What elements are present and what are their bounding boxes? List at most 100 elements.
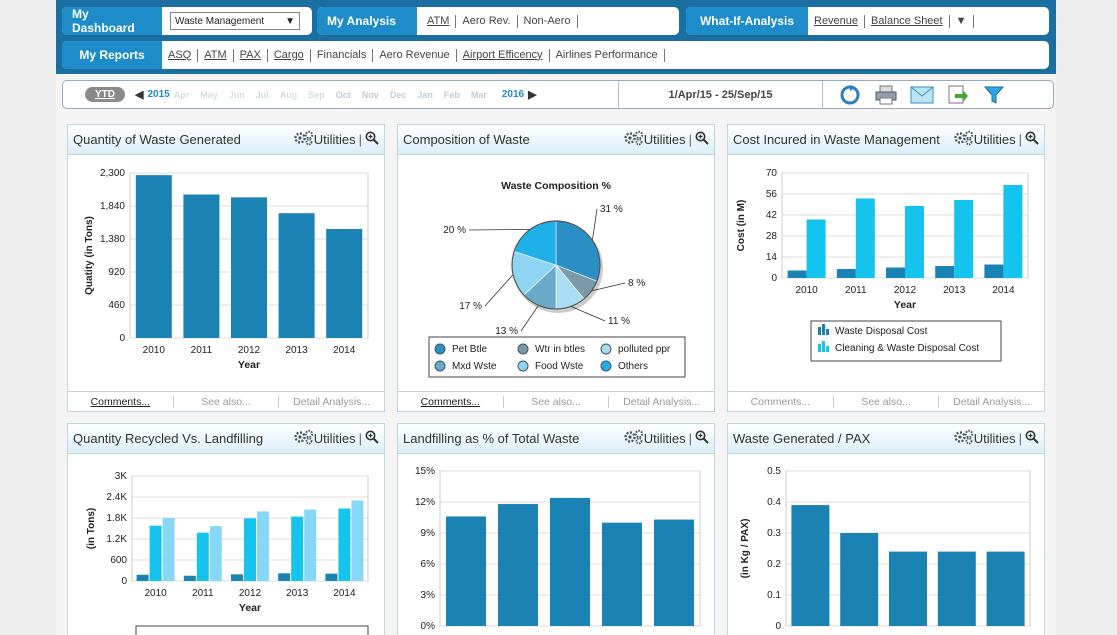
report-link-asq[interactable]: ASQ [162,48,199,62]
report-link-cargo[interactable]: Cargo [268,48,311,62]
analysis-link-aero-rev[interactable]: Aero Rev. [456,14,518,28]
gear-icon[interactable] [624,130,644,149]
zoom-icon[interactable] [1025,430,1039,447]
zoom-icon[interactable] [695,430,709,447]
report-link-aero-revenue[interactable]: Aero Revenue [373,48,457,62]
dashboard-app: My Dashboard Waste Management ▼ My Analy… [56,0,1056,635]
prev-arrow-icon[interactable]: ◀ [135,89,144,101]
comments-link[interactable]: Comments... [68,395,174,408]
zoom-icon[interactable] [365,131,379,148]
x-tick-label: 2013 [943,285,966,296]
pie-leader-line [468,229,531,231]
report-link-atm[interactable]: ATM [198,48,234,62]
bar [889,551,927,626]
legend: Pet Btle Wtr in btles polluted ppr Mxd Wste… [428,336,686,378]
see-also-link[interactable]: See also... [834,395,940,408]
dashboard-select[interactable]: Waste Management ▼ [170,12,300,30]
zoom-icon[interactable] [365,430,379,447]
month-label[interactable]: Jun [228,89,245,100]
utilities-label[interactable]: Utilities [313,431,356,446]
my-reports-label[interactable]: My Reports [62,41,162,69]
report-link-airlines-performance[interactable]: Airlines Performance [550,48,665,62]
utilities-label[interactable]: Utilities [643,132,686,147]
bar [935,266,955,278]
bar [886,267,905,278]
see-also-link[interactable]: See also... [504,395,610,408]
x-tick-label: 2011 [845,285,867,296]
see-also-link[interactable]: See also... [174,395,280,408]
filter-icon[interactable] [982,84,1006,106]
analysis-link-non-aero[interactable]: Non-Aero [518,14,578,28]
month-label[interactable]: Feb [443,89,460,100]
gear-icon[interactable] [294,429,314,448]
utilities-menu[interactable]: Utilities | [954,429,1039,448]
chevron-down-icon: ▼ [285,15,295,27]
utilities-menu[interactable]: Utilities | [954,130,1039,149]
pie-leader-line [591,208,598,241]
utilities-label[interactable]: Utilities [313,132,356,147]
utilities-menu[interactable]: Utilities | [624,130,709,149]
panel-header: Composition of Waste Utilities | [398,125,714,155]
report-link-airport-efficency[interactable]: Airport Efficency [457,48,550,62]
y-tick-label: 70 [766,168,778,179]
panel-waste-generated: Quantity of Waste Generated Utilities | 0… [67,124,385,412]
utilities-label[interactable]: Utilities [973,132,1016,147]
pie-value-label: 13 % [495,326,518,337]
legend-swatch [822,341,825,352]
zoom-icon[interactable] [1025,131,1039,148]
what-if-link-balance-sheet[interactable]: Balance Sheet [865,14,950,28]
utilities-menu[interactable]: Utilities | [294,429,379,448]
bar [278,213,315,338]
refresh-icon[interactable] [838,84,862,106]
report-link-pax[interactable]: PAX [234,48,268,62]
next-arrow-icon[interactable]: ▶ [528,89,537,101]
what-if-label[interactable]: What-If-Analysis [686,7,808,35]
detail-analysis-link[interactable]: Detail Analysis... [623,395,701,408]
zoom-icon[interactable] [695,131,709,148]
month-label[interactable]: Jul [255,89,269,100]
y-axis-label: Quatity (in Tons) [84,216,95,295]
panel-title: Quantity of Waste Generated [73,132,241,147]
month-slider[interactable]: ◀ 2015 Apr May Jun Jul Aug Sep Oct Nov D… [135,88,537,101]
month-label[interactable]: Sep [308,89,325,100]
month-label[interactable]: Apr [173,89,190,100]
month-label[interactable]: Jan [417,89,433,100]
print-icon[interactable] [874,84,898,106]
bar [326,228,363,338]
comments-link[interactable]: Comments... [398,395,504,408]
month-label[interactable]: Aug [279,89,298,100]
gear-icon[interactable] [954,130,974,149]
detail-analysis-link[interactable]: Detail Analysis... [953,395,1031,408]
month-label[interactable]: May [200,89,218,100]
x-tick-label: 2013 [285,345,308,356]
panel-header: Landfilling as % of Total Waste Utilitie… [398,424,714,454]
utilities-label[interactable]: Utilities [973,431,1016,446]
gear-icon[interactable] [624,429,644,448]
bar [954,200,974,278]
comments-link[interactable]: Comments... [728,395,834,408]
month-label[interactable]: Nov [361,89,379,100]
report-link-financials[interactable]: Financials [311,48,374,62]
ytd-button[interactable]: YTD [85,87,125,102]
gear-icon[interactable] [294,130,314,149]
what-if-link-revenue[interactable]: Revenue [808,14,866,28]
bar [654,519,694,626]
utilities-label[interactable]: Utilities [643,431,686,446]
my-analysis-box: My Analysis ATM Aero Rev. Non-Aero [317,7,679,35]
legend-swatch [517,343,529,355]
my-analysis-label[interactable]: My Analysis [317,7,417,35]
utilities-menu[interactable]: Utilities | [624,429,709,448]
email-icon[interactable] [910,84,934,106]
month-label[interactable]: Oct [335,89,351,100]
bar [135,175,172,338]
chevron-down-icon[interactable]: ▼ [950,14,974,28]
my-dashboard-label[interactable]: My Dashboard [62,7,162,35]
export-icon[interactable] [946,84,970,106]
gear-icon[interactable] [954,429,974,448]
month-label[interactable]: Dec [389,89,407,100]
panel-title: Landfilling as % of Total Waste [403,431,580,446]
month-label[interactable]: Mar [470,89,487,100]
utilities-menu[interactable]: Utilities | [294,130,379,149]
analysis-link-atm[interactable]: ATM [421,14,457,28]
detail-analysis-link[interactable]: Detail Analysis... [293,395,371,408]
